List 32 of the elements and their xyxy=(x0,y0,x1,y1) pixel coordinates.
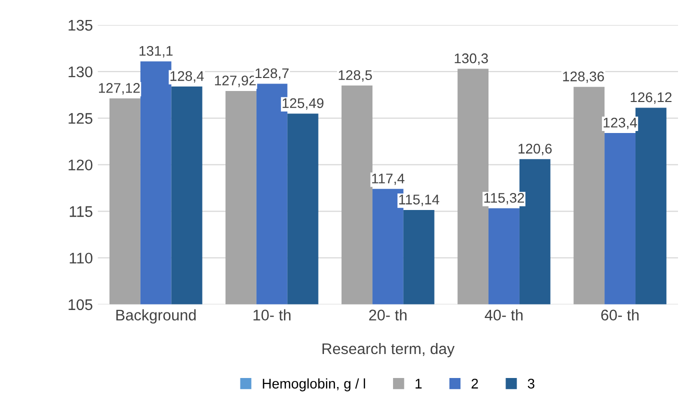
data-label: 125,49 xyxy=(282,98,324,110)
data-label: 126,12 xyxy=(630,92,672,104)
data-label: 115,14 xyxy=(399,194,440,206)
x-tick-label: 20- th xyxy=(369,309,406,320)
y-tick-label: 105 xyxy=(68,299,92,310)
y-tick-label: 120 xyxy=(68,160,92,170)
data-label: 131,1 xyxy=(140,46,173,58)
x-axis-title: Research term, day xyxy=(322,342,455,358)
y-tick-label: 115 xyxy=(70,206,92,217)
x-tick-label: 40- th xyxy=(484,309,523,320)
x-tick-label: 60- th xyxy=(601,309,639,320)
data-label: 123,4 xyxy=(604,118,637,130)
data-label: 128,36 xyxy=(563,72,604,83)
data-label: 120,6 xyxy=(518,144,552,156)
legend-label: 1 xyxy=(416,378,422,388)
y-tick-label: 110 xyxy=(70,252,92,264)
y-tick-label: 125 xyxy=(68,113,92,124)
legend-label: 3 xyxy=(528,378,534,389)
data-label: 117,4 xyxy=(372,174,404,186)
x-tick-label: 10- th xyxy=(254,309,290,320)
data-label: 127,12 xyxy=(98,83,140,95)
data-label: 130,3 xyxy=(454,53,488,65)
data-label: 115,32 xyxy=(484,192,524,204)
data-label: 127,92 xyxy=(215,76,256,88)
legend-label: Hemoglobin, g / l xyxy=(262,378,366,392)
x-tick-label: Background xyxy=(116,309,196,324)
data-label: 128,4 xyxy=(170,71,204,83)
data-label: 128,7 xyxy=(256,68,289,80)
y-tick-label: 130 xyxy=(68,66,92,78)
y-tick-label: 135 xyxy=(68,20,92,31)
legend-label: 2 xyxy=(472,378,478,388)
data-label: 128,5 xyxy=(338,70,372,82)
